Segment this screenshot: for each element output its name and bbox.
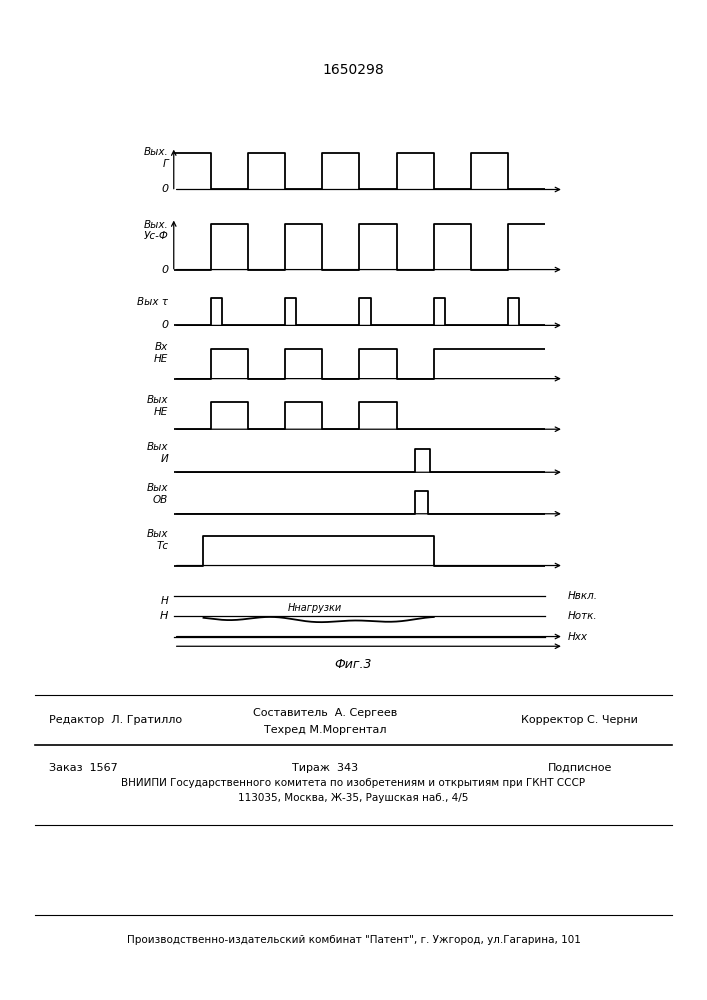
Text: 0: 0 (161, 265, 168, 275)
Text: Редактор  Л. Гратилло: Редактор Л. Гратилло (49, 715, 182, 725)
Text: Производственно-издательский комбинат "Патент", г. Ужгород, ул.Гагарина, 101: Производственно-издательский комбинат "П… (127, 935, 580, 945)
Text: Вых
И: Вых И (146, 442, 168, 464)
Text: Вых
ОВ: Вых ОВ (146, 483, 168, 505)
Text: Тираж  343: Тираж 343 (292, 763, 358, 773)
Text: Вых
НЕ: Вых НЕ (146, 395, 168, 417)
Text: Корректор С. Черни: Корректор С. Черни (521, 715, 638, 725)
Text: Вых τ: Вых τ (137, 297, 168, 307)
Text: Техред М.Моргентал: Техред М.Моргентал (264, 725, 387, 735)
Text: Составитель  А. Сергеев: Составитель А. Сергеев (253, 708, 397, 718)
Text: Вых.
Ус-Ф: Вых. Ус-Ф (144, 220, 168, 241)
Text: Подписное: Подписное (547, 763, 612, 773)
Text: Нхх: Нхх (568, 632, 588, 642)
Text: 0: 0 (161, 184, 168, 194)
Text: Нотк.: Нотк. (568, 611, 597, 621)
Text: Н: Н (160, 611, 168, 621)
Text: 113035, Москва, Ж-35, Раушская наб., 4/5: 113035, Москва, Ж-35, Раушская наб., 4/5 (238, 793, 469, 803)
Text: Нвкл.: Нвкл. (568, 591, 597, 601)
Text: Заказ  1567: Заказ 1567 (49, 763, 118, 773)
Text: ВНИИПИ Государственного комитета по изобретениям и открытиям при ГКНТ СССР: ВНИИПИ Государственного комитета по изоб… (122, 778, 585, 788)
Text: Вых
Тс: Вых Тс (146, 529, 168, 551)
Text: Ннагрузки: Ннагрузки (288, 603, 342, 613)
Text: Фиг.3: Фиг.3 (334, 658, 373, 672)
Text: Н: Н (160, 596, 168, 606)
Text: Вых.
Г: Вых. Г (144, 147, 168, 169)
Text: Вх
НЕ: Вх НЕ (154, 342, 168, 364)
Text: 1650298: 1650298 (322, 63, 385, 77)
Text: 0: 0 (161, 320, 168, 330)
